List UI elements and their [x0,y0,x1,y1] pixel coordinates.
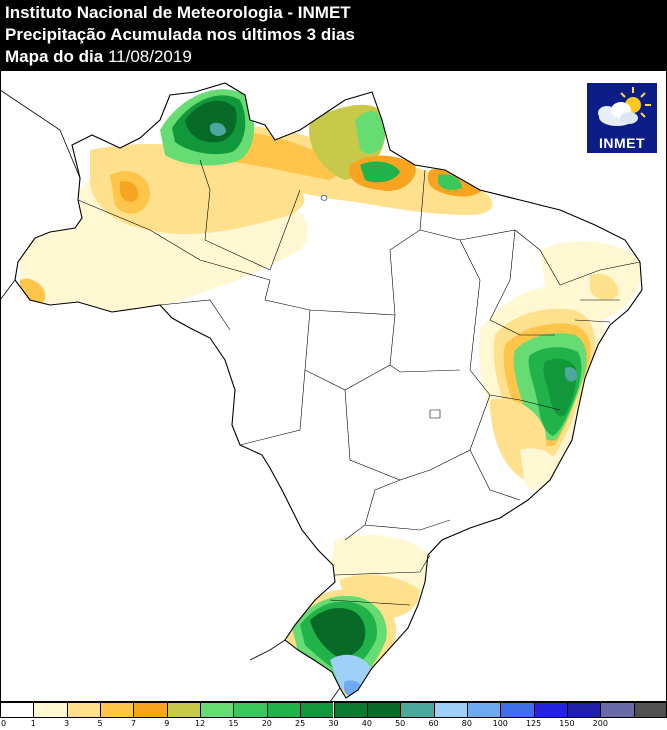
map-date-line: Mapa do dia 11/08/2019 [5,47,192,67]
legend-tick-label: 0 [1,719,7,728]
legend-swatch [633,702,667,718]
legend-tick-label: 1 [30,719,36,728]
product-title: Precipitação Acumulada nos últimos 3 dia… [5,25,355,44]
legend-tick-label: 30 [328,719,339,728]
legend-tick-label: 125 [525,719,542,728]
map-frame [0,70,667,702]
legend-tick-label: 3 [64,719,70,728]
legend-swatch [500,702,534,718]
logo-text: INMET [598,135,646,151]
neighbor-borders [0,89,341,702]
legend-swatch [0,702,34,718]
legend-tick-label: 5 [97,719,103,728]
legend-tick-label: 100 [492,719,508,728]
legend-swatch [133,702,167,718]
legend-tick-label: 40 [361,719,372,728]
legend-tick-label: 20 [261,719,272,728]
legend-tick-label: 7 [130,719,136,728]
institution-title: Instituto Nacional de Meteorologia - INM… [5,3,351,22]
legend-swatch [566,702,601,718]
map-date-prefix: Mapa do dia [5,47,108,66]
precipitation-map [0,82,643,702]
legend-tick-label: 50 [395,719,406,728]
legend-tick-label: 25 [295,719,306,728]
legend-swatch [366,702,401,718]
legend-bar [0,702,667,719]
state-borders [77,159,641,606]
cloud-sun-icon [598,87,651,126]
legend-tick-label: 12 [195,719,206,728]
legend-tick-label: 80 [461,719,472,728]
legend-swatch [533,702,567,718]
legend-swatch [200,702,234,718]
legend-swatch [400,702,434,718]
legend-swatch [300,702,334,718]
legend-swatch [233,702,267,718]
inmet-logo: INMET [587,83,657,153]
map-header: Instituto Nacional de Meteorologia - INM… [0,0,667,70]
legend-swatch [166,702,201,718]
legend-swatch [333,702,367,718]
legend-swatch [266,702,301,718]
legend-tick-label: 200 [592,719,608,728]
water-bodies [320,195,328,201]
legend-swatch [33,702,67,718]
legend-swatch [466,702,501,718]
legend-tick-label: 15 [228,719,239,728]
legend-swatch [433,702,467,718]
legend-tick-label: 60 [428,719,439,728]
legend-swatch [600,702,634,718]
legend-swatch [100,702,134,718]
map-date: 11/08/2019 [107,47,192,66]
color-legend: 0 1 3 5 7 9 12 15 20 25 30 40 50 60 80 100 125 150 200 [0,702,667,730]
legend-tick-label: 150 [559,719,575,728]
legend-tick-label: 9 [164,719,170,728]
legend-swatch [66,702,101,718]
legend-labels: 0 1 3 5 7 9 12 15 20 25 30 40 50 60 80 100 125 150 200 [0,719,667,730]
